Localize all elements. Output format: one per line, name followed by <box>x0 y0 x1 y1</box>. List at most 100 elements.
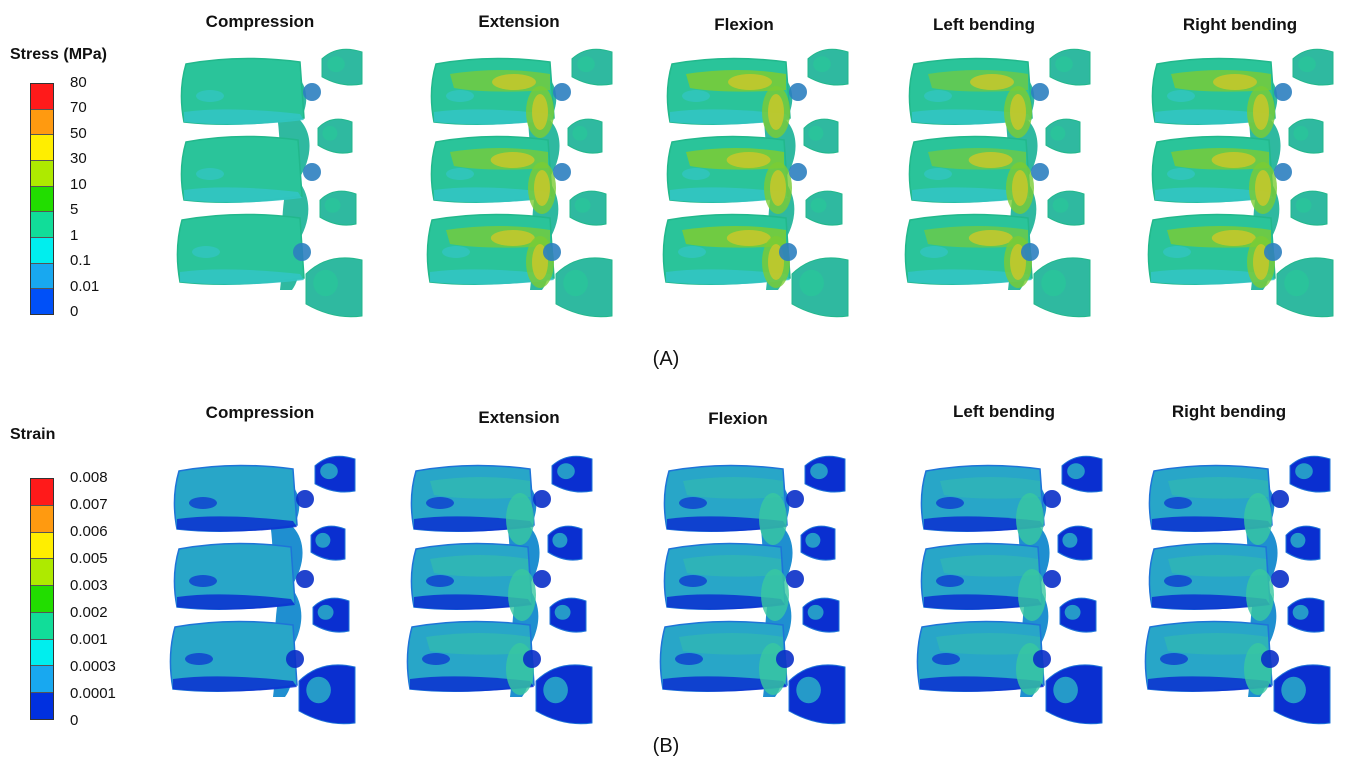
vertebral-body <box>430 135 553 203</box>
stress-tick-label: 0.01 <box>70 278 100 295</box>
stress-swatch <box>31 238 53 264</box>
stress-swatch <box>31 186 53 213</box>
posterior-element <box>571 48 613 86</box>
posterior-element <box>1288 118 1324 154</box>
posterior-element <box>807 48 849 86</box>
posterior-element <box>1285 525 1321 561</box>
vertebral-body <box>904 213 1033 285</box>
posterior-element <box>551 455 593 493</box>
posterior-element <box>314 455 356 493</box>
vertebral-body <box>1148 464 1273 532</box>
vertebral-body <box>1151 57 1276 125</box>
posterior-element <box>535 664 593 725</box>
facet-hotspot <box>1246 569 1274 621</box>
vertebral-body <box>176 213 305 285</box>
stress-tick-label: 80 <box>70 74 87 91</box>
strain-column-title: Flexion <box>708 409 768 428</box>
strain-swatch <box>31 532 53 560</box>
posterior-element <box>317 118 353 154</box>
pedicle-knob <box>533 570 551 588</box>
posterior-element <box>298 664 356 725</box>
facet-hotspot-core <box>768 94 784 130</box>
stress-tick-label: 70 <box>70 99 87 116</box>
posterior-element <box>319 190 357 226</box>
pedicle-knob <box>293 243 311 261</box>
pedicle-knob <box>296 490 314 508</box>
pedicle-knob <box>786 570 804 588</box>
stress-tick-label: 50 <box>70 125 87 142</box>
pedicle-knob <box>533 490 551 508</box>
vertebral-body <box>430 57 555 125</box>
strain-spine-model-drawing <box>916 455 1103 725</box>
stress-swatch <box>31 109 53 136</box>
vertebral-body <box>173 542 296 610</box>
vertebral-body <box>1147 213 1276 285</box>
strain-spine-model <box>402 447 602 742</box>
strain-swatch <box>31 505 53 533</box>
stress-swatch <box>31 161 53 187</box>
posterior-element <box>555 257 613 318</box>
facet-hotspot <box>508 569 536 621</box>
facet-hotspot-core <box>1010 94 1026 130</box>
strain-spine-model <box>912 447 1112 742</box>
pedicle-knob <box>286 650 304 668</box>
posterior-element <box>549 597 587 633</box>
strain-tick-label: 0.003 <box>70 577 108 594</box>
pedicle-knob <box>779 243 797 261</box>
pedicle-knob <box>1261 650 1279 668</box>
vertebral-body <box>180 135 303 203</box>
vertebral-body <box>1151 135 1274 203</box>
strain-tick-label: 0.007 <box>70 496 108 513</box>
pedicle-knob <box>789 83 807 101</box>
stress-tick-label: 0.1 <box>70 252 91 269</box>
strain-swatch <box>31 559 53 587</box>
facet-hotspot-core <box>534 170 550 206</box>
stress-column-title: Compression <box>205 12 315 31</box>
strain-tick-label: 0.002 <box>70 604 108 621</box>
strain-tick-label: 0 <box>70 712 79 729</box>
facet-hotspot <box>506 493 534 545</box>
strain-swatch <box>31 693 53 720</box>
facet-hotspot-core <box>1012 170 1028 206</box>
posterior-element <box>310 525 346 561</box>
strain-column-title: Extension <box>478 408 560 427</box>
stress-swatch <box>31 212 53 239</box>
vertebral-body <box>173 464 298 532</box>
posterior-element <box>800 525 836 561</box>
facet-hotspot-core <box>532 94 548 130</box>
posterior-element <box>1273 664 1331 725</box>
posterior-element <box>788 664 846 725</box>
vertebral-body <box>406 620 535 692</box>
pedicle-knob <box>1043 490 1061 508</box>
pedicle-knob <box>1021 243 1039 261</box>
pedicle-knob <box>1031 83 1049 101</box>
vertebral-body <box>1144 620 1273 692</box>
stress-spine-model <box>422 40 622 335</box>
posterior-element <box>1061 455 1103 493</box>
panel-label-a: (A) <box>652 348 680 370</box>
posterior-element <box>1289 455 1331 493</box>
facet-hotspot <box>761 569 789 621</box>
stress-spine-model <box>900 40 1100 335</box>
strain-tick-label: 0.008 <box>70 469 108 486</box>
strain-swatch <box>31 612 53 640</box>
posterior-element <box>1033 257 1091 318</box>
vertebral-body <box>908 57 1033 125</box>
stress-spine-model-drawing <box>904 48 1091 318</box>
stress-spine-model <box>658 40 858 335</box>
stress-column-title: Right bending <box>1182 15 1298 34</box>
strain-swatch <box>31 586 53 613</box>
vertebral-body <box>410 542 533 610</box>
posterior-element <box>1290 190 1328 226</box>
facet-hotspot <box>759 493 787 545</box>
posterior-element <box>1045 664 1103 725</box>
vertebral-body <box>659 620 788 692</box>
pedicle-knob <box>1274 83 1292 101</box>
strain-legend-title: Strain <box>10 426 56 443</box>
posterior-element <box>803 118 839 154</box>
strain-swatch <box>31 666 53 694</box>
stress-legend-title: Stress (MPa) <box>10 46 107 63</box>
vertebral-body <box>916 620 1045 692</box>
posterior-element <box>1057 525 1093 561</box>
strain-tick-label: 0.0001 <box>70 685 116 702</box>
